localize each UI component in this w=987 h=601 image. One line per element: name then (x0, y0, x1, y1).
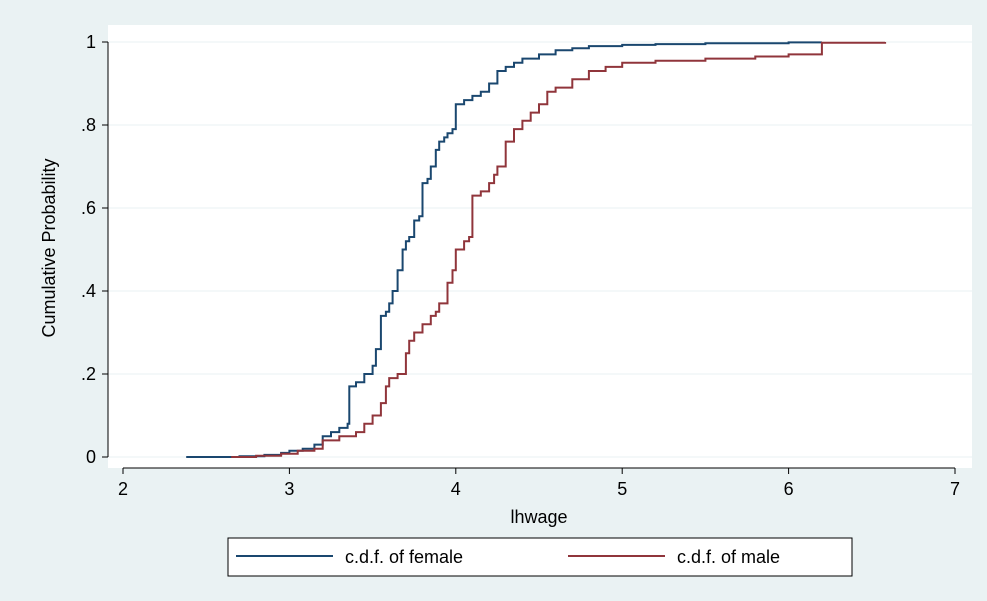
x-axis-ticks: 2 3 4 5 6 7 (118, 468, 960, 499)
grid-lines (108, 41, 972, 458)
y-tick-label-0: 0 (86, 447, 96, 467)
x-axis-title: lhwage (510, 507, 567, 527)
series-line-male (231, 41, 887, 458)
x-tick-label-2: 4 (451, 479, 461, 499)
y-tick-label-3: .6 (81, 198, 96, 218)
plot-area (108, 25, 972, 468)
y-tick-label-1: .2 (81, 364, 96, 384)
legend-label-female: c.d.f. of female (345, 547, 463, 567)
legend: c.d.f. of female c.d.f. of male (227, 537, 853, 577)
x-tick-label-1: 3 (284, 479, 294, 499)
y-tick-label-4: .8 (81, 115, 96, 135)
axes (107, 42, 955, 469)
x-tick-label-5: 7 (950, 479, 960, 499)
y-axis-ticks: 0 .2 .4 .6 .8 1 (81, 32, 108, 467)
y-tick-label-2: .4 (81, 281, 96, 301)
x-tick-label-3: 5 (617, 479, 627, 499)
y-axis-title: Cumulative Probability (39, 158, 59, 337)
x-tick-label-0: 2 (118, 479, 128, 499)
series-lines (186, 41, 887, 458)
x-tick-label-4: 6 (784, 479, 794, 499)
y-tick-label-5: 1 (86, 32, 96, 52)
legend-label-male: c.d.f. of male (677, 547, 780, 567)
series-line-female (186, 41, 823, 458)
